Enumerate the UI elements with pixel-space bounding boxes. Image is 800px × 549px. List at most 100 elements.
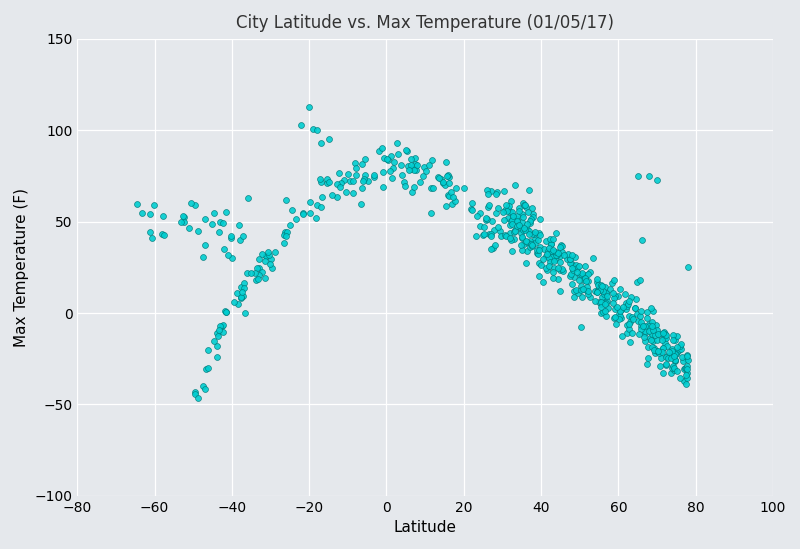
Point <box>302 102 315 111</box>
Point <box>490 209 503 217</box>
Point <box>146 233 158 242</box>
Point <box>626 315 639 324</box>
Point <box>609 304 622 313</box>
Point <box>670 366 683 375</box>
Point <box>386 164 399 172</box>
Point <box>404 161 417 170</box>
Point <box>499 206 512 215</box>
Point <box>442 179 455 188</box>
Point <box>658 332 671 340</box>
Point <box>378 154 390 163</box>
Point <box>427 184 440 193</box>
Point <box>158 231 170 240</box>
Point <box>526 242 538 251</box>
Point <box>540 264 553 273</box>
Point <box>178 218 190 227</box>
Point <box>582 287 594 295</box>
Point <box>636 322 649 331</box>
Point <box>551 249 564 257</box>
Point <box>555 248 568 256</box>
Point <box>407 182 420 191</box>
Point <box>524 237 537 245</box>
Point <box>613 310 626 318</box>
Point <box>566 266 579 274</box>
Point <box>346 177 359 186</box>
Point <box>621 329 634 338</box>
Point <box>638 327 651 336</box>
Point <box>236 287 249 296</box>
Point <box>431 173 444 182</box>
Point <box>610 303 623 312</box>
Point <box>309 214 322 222</box>
Point <box>520 237 533 245</box>
Point <box>504 216 517 225</box>
Point <box>578 261 591 270</box>
Point <box>130 200 143 209</box>
Point <box>646 337 659 345</box>
Point <box>241 268 254 277</box>
Point <box>524 240 537 249</box>
Point <box>668 363 681 372</box>
Point <box>634 311 646 320</box>
Point <box>625 292 638 301</box>
Point <box>249 269 262 278</box>
Point <box>234 236 246 244</box>
Point <box>516 226 529 235</box>
Point <box>644 334 657 343</box>
Point <box>210 352 223 361</box>
Point <box>417 172 430 181</box>
Point <box>598 288 610 296</box>
Point <box>258 274 271 283</box>
Point <box>350 171 362 180</box>
Point <box>592 281 605 290</box>
Point <box>198 385 211 394</box>
Point <box>555 240 568 249</box>
Point <box>574 285 587 294</box>
Point <box>330 193 343 201</box>
Point <box>516 245 529 254</box>
Point <box>600 292 613 300</box>
Point <box>664 353 677 362</box>
Point <box>590 277 603 286</box>
Point <box>634 306 647 315</box>
Point <box>269 248 282 257</box>
X-axis label: Latitude: Latitude <box>394 520 457 535</box>
Point <box>662 348 675 356</box>
Point <box>503 233 516 242</box>
Point <box>614 284 626 293</box>
Point <box>144 228 157 237</box>
Point <box>582 277 595 285</box>
Point <box>505 197 518 206</box>
Point <box>237 232 250 240</box>
Point <box>219 307 232 316</box>
Point <box>568 273 581 282</box>
Point <box>434 175 447 183</box>
Point <box>526 240 539 249</box>
Point <box>231 288 244 297</box>
Point <box>198 214 211 223</box>
Point <box>644 336 657 345</box>
Point <box>527 212 540 221</box>
Point <box>264 259 277 268</box>
Point <box>332 168 345 177</box>
Point <box>615 306 628 315</box>
Point <box>668 352 681 361</box>
Point <box>608 276 621 284</box>
Point <box>238 279 250 288</box>
Point <box>506 211 519 220</box>
Point <box>681 352 694 361</box>
Point <box>646 343 659 351</box>
Point <box>573 276 586 284</box>
Point <box>441 170 454 179</box>
Point <box>600 312 613 321</box>
Point <box>680 371 693 380</box>
Point <box>502 214 514 222</box>
Point <box>546 273 559 282</box>
Point <box>575 323 588 332</box>
Point <box>521 220 534 228</box>
Point <box>281 227 294 236</box>
Point <box>556 242 569 250</box>
Point <box>550 229 562 238</box>
Point <box>178 212 190 221</box>
Point <box>590 288 603 297</box>
